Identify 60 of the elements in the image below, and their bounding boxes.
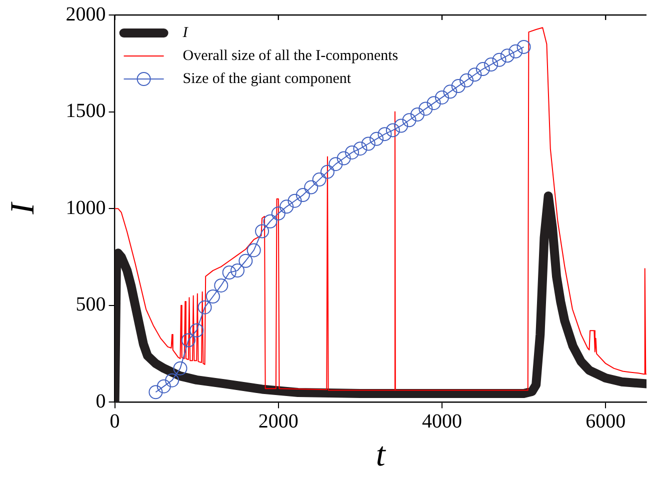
point — [156, 379, 171, 394]
y-tick-label: 1000 — [66, 196, 106, 219]
point — [328, 157, 343, 172]
point — [304, 180, 318, 194]
x-tick-label: 0 — [110, 410, 120, 432]
x-tick-label: 6000 — [586, 410, 626, 432]
legend-label: I — [182, 24, 189, 41]
point — [500, 48, 514, 63]
point — [353, 142, 368, 156]
point — [410, 108, 424, 122]
point — [190, 323, 204, 338]
point — [492, 52, 506, 67]
point — [402, 113, 416, 128]
point — [255, 224, 270, 238]
point — [288, 194, 302, 208]
point — [435, 90, 449, 104]
point — [238, 254, 253, 268]
point — [508, 44, 523, 58]
point — [370, 132, 384, 146]
point — [165, 373, 180, 388]
y-tick-label: 1500 — [66, 100, 106, 122]
point — [198, 300, 212, 314]
point — [271, 206, 286, 220]
point — [460, 73, 474, 88]
point — [443, 84, 458, 99]
legend-label: Size of the giant component — [182, 70, 352, 87]
point — [181, 333, 196, 348]
y-tick-label: 500 — [76, 294, 106, 316]
y-axis-title: I — [4, 201, 42, 216]
point — [468, 68, 482, 82]
point — [451, 79, 466, 94]
legend-label: Overall size of all the I-components — [182, 48, 398, 64]
point — [222, 265, 236, 280]
y-tick-label: 2000 — [66, 3, 106, 26]
point — [173, 361, 188, 376]
point — [394, 118, 408, 133]
x-axis-title: t — [376, 436, 387, 474]
point — [206, 289, 220, 304]
point — [280, 200, 294, 214]
x-tick-label: 4000 — [422, 410, 462, 432]
point — [484, 58, 498, 72]
point — [345, 145, 360, 160]
point — [336, 151, 351, 166]
point — [246, 243, 261, 258]
point — [516, 40, 531, 54]
point — [426, 96, 441, 110]
point — [378, 127, 392, 142]
point — [361, 136, 376, 151]
point — [214, 278, 228, 292]
point — [312, 172, 326, 187]
point — [296, 188, 310, 202]
x-tick-label: 2000 — [258, 410, 298, 432]
point — [148, 385, 163, 400]
point — [476, 62, 490, 76]
y-tick-label: 0 — [96, 390, 106, 412]
point — [263, 214, 278, 228]
point — [418, 102, 433, 116]
point — [386, 123, 400, 138]
point — [230, 264, 244, 278]
point — [320, 164, 334, 179]
